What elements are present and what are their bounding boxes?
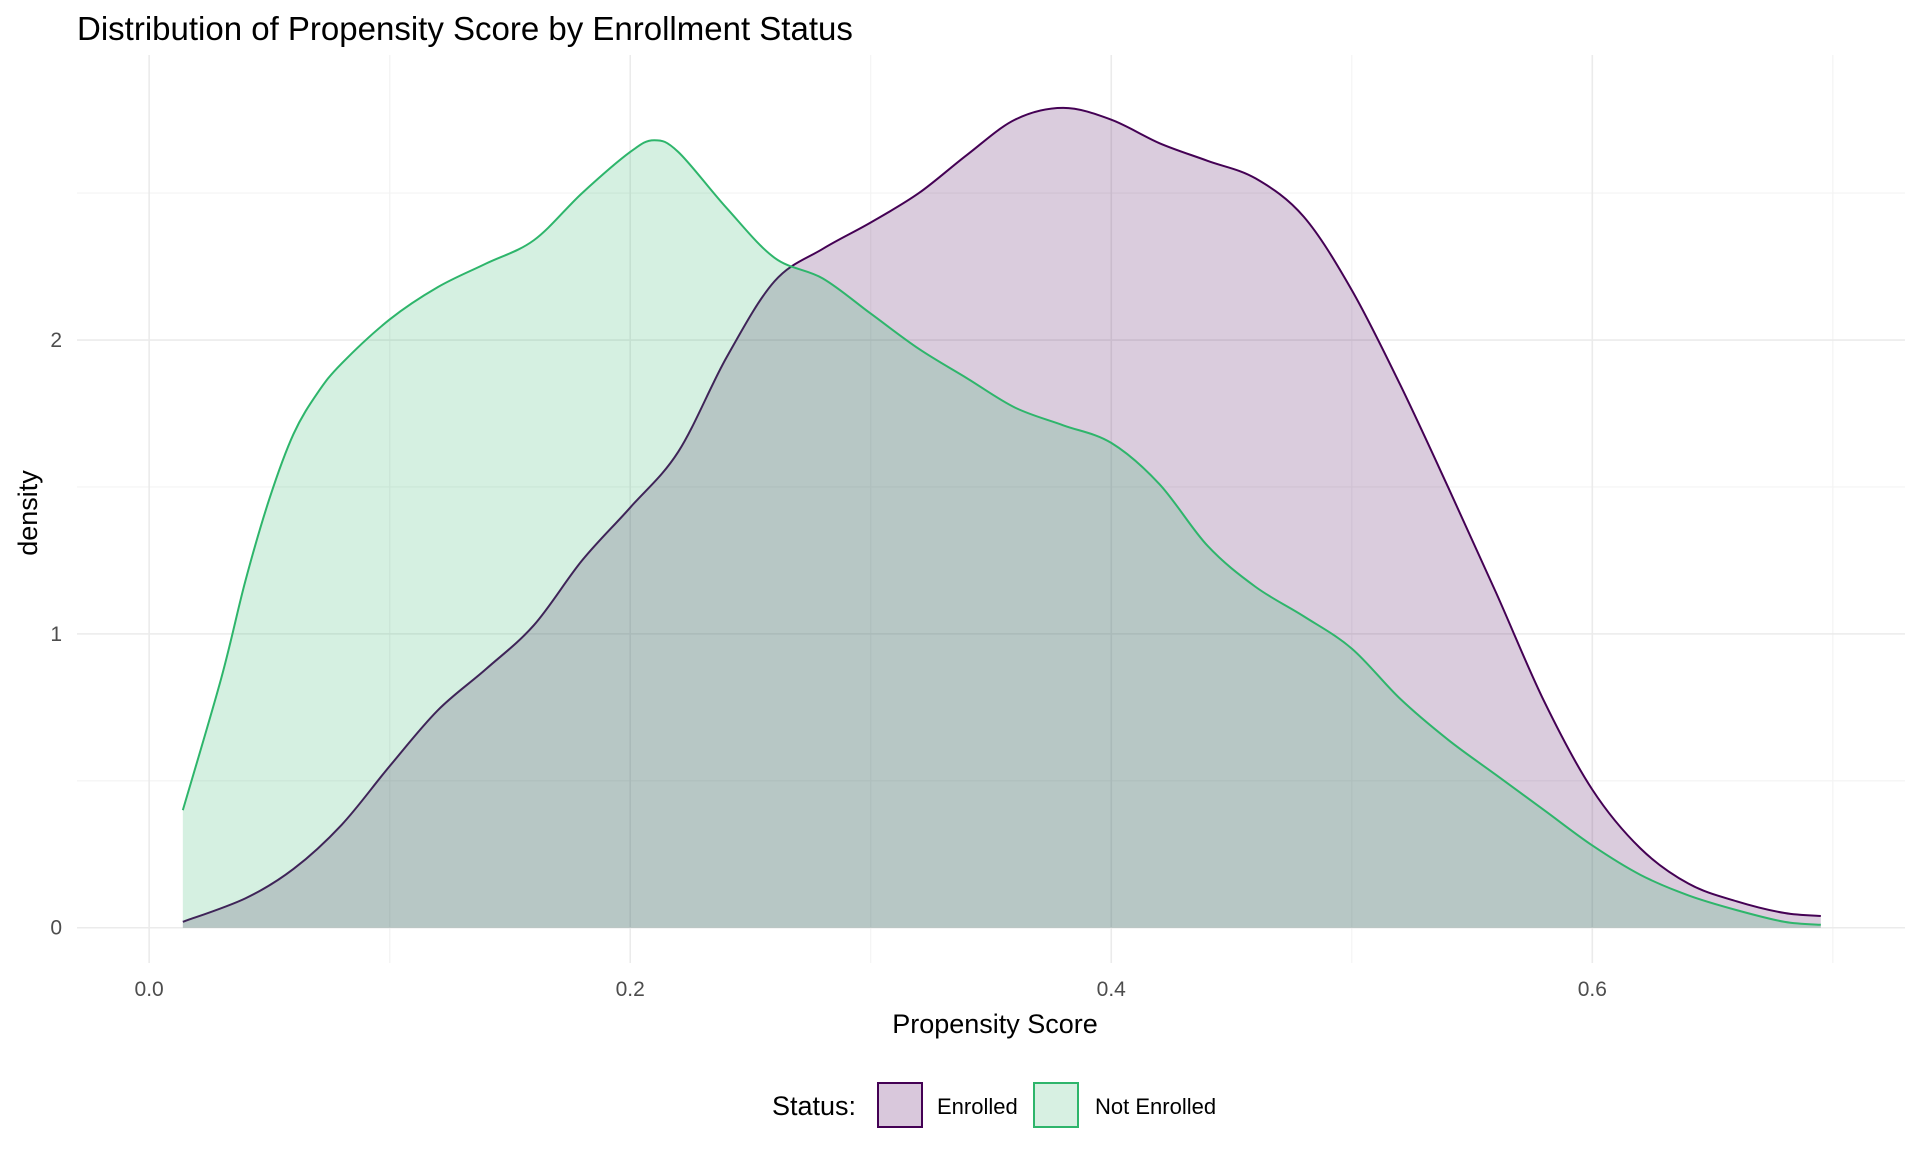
x-tick-label: 0.4 [1097, 978, 1127, 1001]
density-area-enrolled [182, 107, 1821, 928]
y-axis-ticks: 0 1 2 [50, 329, 62, 940]
legend-key-not-enrolled [1033, 1082, 1079, 1128]
density-line-not-enrolled [181, 139, 1821, 926]
chart-title: Distribution of Propensity Score by Enro… [77, 10, 853, 47]
x-axis-ticks: 0.0 0.2 0.4 0.6 [135, 978, 1607, 1001]
x-axis-title: Propensity Score [892, 1009, 1098, 1039]
density-area-not-enrolled [182, 140, 1821, 928]
density-line-enrolled [182, 106, 1821, 923]
legend-label-enrolled: Enrolled [937, 1094, 1018, 1119]
legend-key-enrolled [877, 1082, 923, 1128]
density-areas [181, 106, 1821, 928]
y-tick-label: 2 [50, 329, 62, 352]
plot-grid [77, 55, 1905, 963]
legend-title: Status: [772, 1091, 856, 1121]
x-tick-label: 0.0 [135, 978, 164, 1001]
y-axis-title: density [13, 470, 43, 556]
legend: Status: Enrolled Not Enrolled [772, 1082, 1216, 1128]
x-tick-label: 0.6 [1578, 978, 1607, 1001]
y-tick-label: 1 [50, 623, 62, 646]
legend-label-not-enrolled: Not Enrolled [1095, 1094, 1216, 1119]
x-tick-label: 0.2 [616, 978, 645, 1001]
y-tick-label: 0 [50, 917, 62, 940]
